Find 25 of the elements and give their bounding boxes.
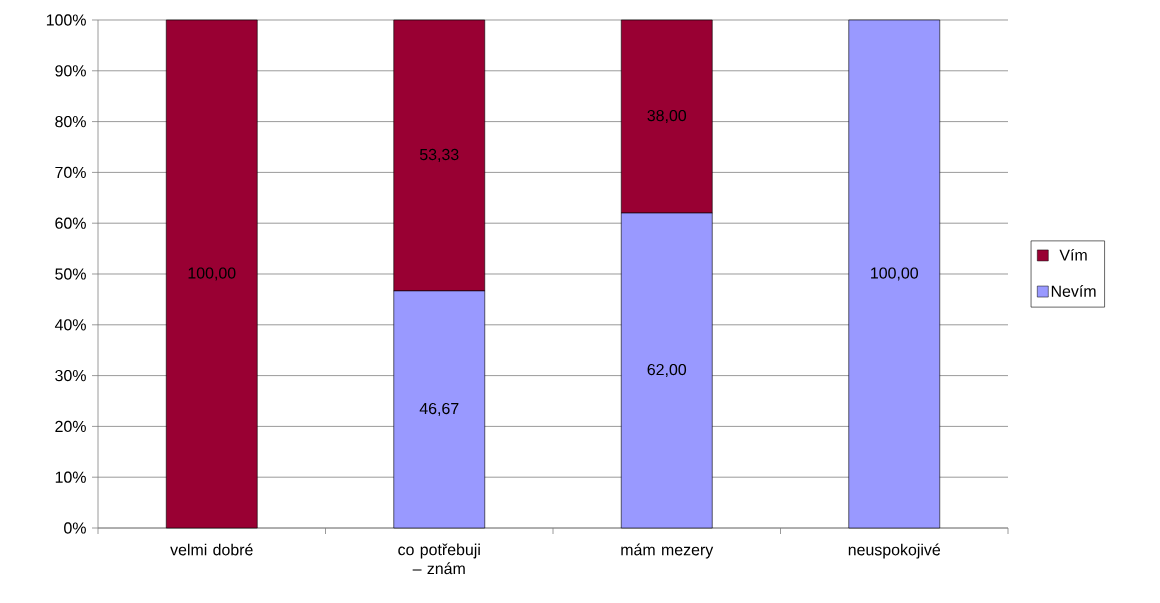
x-tick-label: velmi dobré: [170, 543, 253, 556]
bar: [848, 19, 941, 529]
y-tick-label: 90%: [55, 65, 86, 77]
data-label: 100,00: [871, 267, 918, 281]
x-tick-label: neuspokojivé: [848, 543, 941, 559]
y-tick-label: 100%: [46, 14, 86, 26]
y-tick-label: 80%: [55, 115, 86, 128]
data-label: 38,00: [647, 109, 687, 124]
y-tick-label: 50%: [55, 268, 86, 280]
data-label: 53,33: [419, 148, 459, 163]
data-label: 46,67: [419, 402, 459, 417]
y-tick-label: 0%: [64, 522, 86, 534]
y-tick-label: 60%: [55, 217, 86, 229]
legend-label: Vím: [1059, 248, 1087, 261]
y-tick-label: 70%: [55, 166, 86, 179]
data-label: 100,00: [188, 267, 236, 281]
legend-label: Nevím: [1051, 284, 1096, 297]
bar: [165, 19, 258, 529]
y-tick-label: 30%: [55, 369, 86, 382]
x-tick-label: mám mezery: [621, 543, 714, 559]
y-tick-label: 40%: [54, 319, 86, 331]
x-tick-label: co potřebuji – znám: [398, 543, 480, 575]
y-tick-label: 10%: [55, 471, 86, 483]
data-label: 62,00: [647, 363, 687, 378]
y-tick-label: 20%: [55, 420, 86, 433]
